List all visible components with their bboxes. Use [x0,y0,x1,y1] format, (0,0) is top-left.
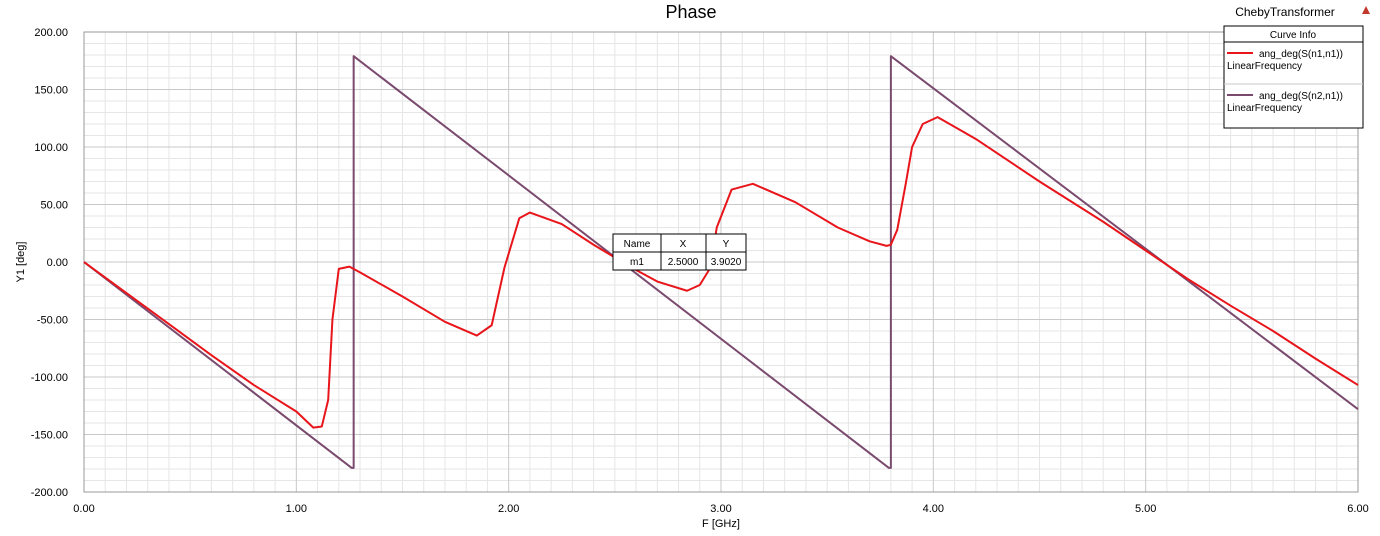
y-tick-label: 200.00 [34,27,68,39]
series-line-s11 [83,116,1359,429]
x-tick-label: 5.00 [1135,503,1156,515]
x-axis-label: F [GHz] [702,518,740,530]
x-tick-label: 0.00 [73,503,94,515]
legend-item-s21-sub: LinearFrequency [1227,103,1302,114]
x-tick-label: 6.00 [1347,503,1368,515]
y-tick-label: -200.00 [31,487,68,499]
legend-item-s11-name: ang_deg(S(n1,n1)) [1259,49,1343,60]
y-tick-labels: 200.00 150.00 100.00 50.00 0.00 -50.00 -100.00… [31,27,68,499]
x-tick-label: 4.00 [923,503,944,515]
legend[interactable]: Curve Info ang_deg(S(n1,n1)) LinearFrequ… [1223,25,1364,129]
marker-name: m1 [630,257,644,268]
y-tick-label: 0.00 [47,257,68,269]
marker-x-value: 2.5000 [668,257,699,268]
y-tick-label: -100.00 [31,372,68,384]
marker-y-value: 3.9020 [711,257,742,268]
project-name: ChebyTransformer [1235,5,1335,19]
marker-header-y: Y [723,239,730,250]
chart-title: Phase [665,2,716,22]
y-axis-label: Y1 [deg] [15,242,27,283]
x-tick-label: 1.00 [286,503,307,515]
x-tick-label: 3.00 [710,503,731,515]
y-tick-label: 50.00 [40,200,68,212]
x-tick-labels: 0.00 1.00 2.00 3.00 4.00 5.00 6.00 [73,503,1368,515]
y-tick-label: 100.00 [34,142,68,154]
legend-header: Curve Info [1270,30,1317,41]
y-tick-label: -50.00 [37,315,68,327]
legend-item-s11-sub: LinearFrequency [1227,61,1302,72]
marker-header-x: X [680,239,687,250]
warning-icon[interactable] [1362,6,1370,14]
marker-table[interactable]: Name X Y m1 2.5000 3.9020 [612,233,747,271]
y-tick-label: 150.00 [34,85,68,97]
legend-item-s21-name: ang_deg(S(n2,n1)) [1259,91,1343,102]
y-tick-label: -150.00 [31,430,68,442]
x-tick-label: 2.00 [498,503,519,515]
marker-header-name: Name [624,239,651,250]
